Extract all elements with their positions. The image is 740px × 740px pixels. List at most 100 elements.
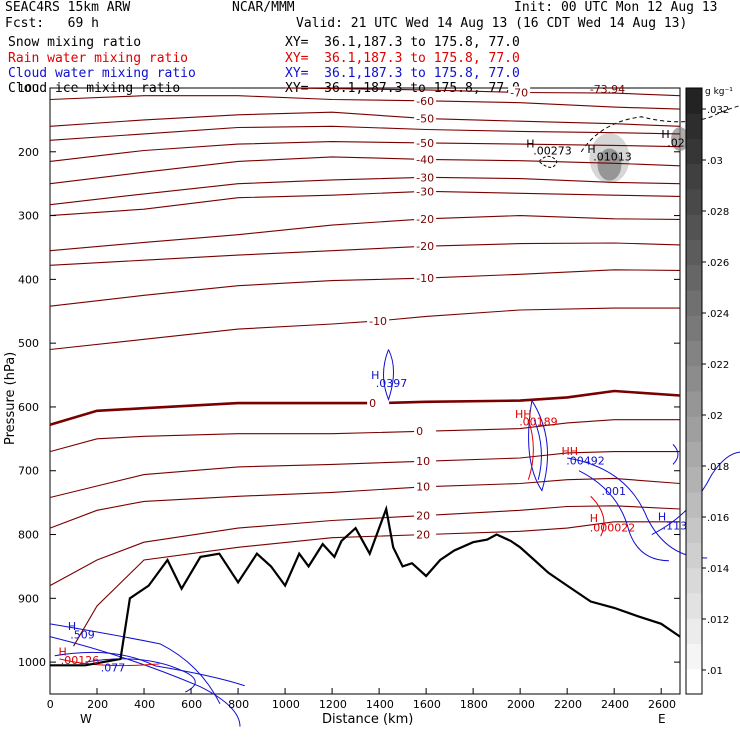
temperature-contour bbox=[49, 389, 681, 427]
x-tick-label: 200 bbox=[87, 698, 108, 711]
contour-label: -70 bbox=[510, 86, 528, 99]
ice-shade-east bbox=[671, 127, 689, 152]
field-annotation: .01013 bbox=[593, 151, 632, 164]
y-tick-label: 1000 bbox=[18, 656, 46, 669]
colorbar-tick-label: .032 bbox=[707, 105, 729, 116]
field-xy-cloud-water: XY= 36.1,187.3 to 175.8, 77.0 bbox=[285, 66, 520, 81]
colorbar-tick-label: .026 bbox=[707, 258, 729, 269]
field-xy-rain: XY= 36.1,187.3 to 175.8, 77.0 bbox=[285, 51, 520, 66]
contour-label-bg bbox=[414, 528, 437, 541]
colorbar-cell bbox=[686, 264, 702, 291]
contour-label-bg bbox=[367, 314, 390, 327]
colorbar-tick-label: .018 bbox=[707, 462, 729, 473]
source-label: NCAR/MMM bbox=[232, 0, 295, 15]
colorbar-cell bbox=[686, 542, 702, 569]
forecast-hour: Fcst: 69 h bbox=[5, 16, 99, 31]
x-tick-label: 1800 bbox=[460, 698, 488, 711]
field-annotation: .00492 bbox=[566, 454, 605, 467]
cloud-water-contour bbox=[672, 444, 679, 465]
temperature-contour bbox=[73, 521, 680, 647]
colorbar-tick-label: .016 bbox=[707, 513, 729, 524]
y-axis-label: Pressure (hPa) bbox=[3, 352, 18, 445]
field-annotation: .000022 bbox=[590, 521, 636, 534]
contour-label-bg bbox=[414, 185, 437, 198]
y-tick-label: 500 bbox=[18, 337, 39, 350]
contour-label-bg bbox=[414, 94, 437, 107]
colorbar-tick-label: .01 bbox=[707, 666, 723, 677]
cloud-water-contour bbox=[528, 400, 549, 492]
field-annotation: H bbox=[68, 620, 76, 633]
colorbar-cell bbox=[686, 593, 702, 619]
rain-water-contour bbox=[527, 419, 534, 480]
colorbar-cell bbox=[686, 189, 702, 215]
field-annotation: H bbox=[526, 137, 534, 150]
contour-label: -20 bbox=[416, 240, 434, 253]
colorbar-cell bbox=[686, 441, 702, 468]
colorbar-cell bbox=[686, 290, 702, 316]
colorbar-units: g kg⁻¹ bbox=[705, 87, 733, 97]
valid-time: Valid: 21 UTC Wed 14 Aug 13 (16 CDT Wed … bbox=[296, 16, 688, 31]
colorbar-frame bbox=[685, 87, 703, 695]
contour-label-bg bbox=[414, 153, 437, 166]
temperature-contour bbox=[49, 477, 681, 529]
ice-contour bbox=[580, 105, 740, 153]
field-annotation: .02 bbox=[667, 137, 685, 150]
temperature-contour bbox=[49, 269, 681, 307]
colorbar-cell bbox=[686, 88, 702, 114]
y-tick-label: 600 bbox=[18, 401, 39, 414]
contour-label: -50 bbox=[416, 137, 434, 150]
field-annotation: .509 bbox=[70, 629, 95, 642]
colorbar-tick-label: .03 bbox=[707, 156, 723, 167]
rain-water-contour bbox=[590, 495, 605, 537]
contour-label-bg bbox=[414, 136, 437, 149]
cloud-water-contour bbox=[578, 470, 669, 562]
cloud-water-contour bbox=[54, 651, 245, 687]
temperature-contour bbox=[49, 505, 681, 587]
cloud-water-contour bbox=[49, 636, 241, 727]
cloud-water-contour bbox=[567, 457, 708, 559]
field-annotation: .00189 bbox=[519, 415, 558, 428]
colorbar-tick-label: .022 bbox=[707, 360, 729, 371]
x-tick-label: 2400 bbox=[601, 698, 629, 711]
contour-label: -40 bbox=[416, 153, 434, 166]
contour-label-bg bbox=[414, 272, 437, 285]
temperature-contour bbox=[49, 215, 681, 252]
contour-label: 0 bbox=[369, 397, 376, 410]
contour-label: 10 bbox=[416, 481, 430, 494]
field-xy-snow: XY= 36.1,187.3 to 175.8, 77.0 bbox=[285, 35, 520, 50]
rain-water-contour bbox=[59, 658, 160, 667]
y-tick-label: 900 bbox=[18, 592, 39, 605]
x-axis-label: Distance (km) bbox=[322, 712, 413, 727]
contour-label: 20 bbox=[416, 529, 430, 542]
model-title: SEAC4RS 15km ARW bbox=[5, 0, 131, 15]
field-annotation: H bbox=[371, 369, 379, 382]
field-label-cloud-water: Cloud water mixing ratio bbox=[8, 66, 196, 81]
x-tick-label: 800 bbox=[228, 698, 249, 711]
contour-label: 20 bbox=[416, 509, 430, 522]
x-tick-label: 1600 bbox=[413, 698, 441, 711]
cloud-water-contour bbox=[533, 419, 542, 480]
cloud-water-contour bbox=[49, 623, 221, 705]
colorbar-cell bbox=[686, 113, 702, 139]
colorbar-tick-label: .014 bbox=[707, 564, 729, 575]
temperature-contour bbox=[49, 176, 681, 206]
temperature-contour bbox=[49, 125, 681, 141]
x-tick-label: 600 bbox=[181, 698, 202, 711]
contour-label: -30 bbox=[416, 171, 434, 184]
colorbar-cell bbox=[686, 315, 702, 341]
contour-label-bg bbox=[367, 397, 390, 410]
field-annotation: H bbox=[590, 512, 598, 525]
colorbar-cell bbox=[686, 517, 702, 543]
contour-label: 10 bbox=[416, 455, 430, 468]
temperature-contour bbox=[49, 95, 681, 110]
colorbar-cell bbox=[686, 239, 702, 266]
field-label-snow: Snow mixing ratio bbox=[8, 35, 142, 50]
temperature-contour bbox=[49, 111, 681, 127]
plot-frame bbox=[49, 87, 681, 695]
cloud-water-contour bbox=[651, 451, 740, 535]
y-tick-label: 800 bbox=[18, 529, 39, 542]
colorbar-cell bbox=[686, 618, 702, 644]
colorbar-cell bbox=[686, 138, 702, 165]
contour-label: -50 bbox=[416, 113, 434, 126]
colorbar-cell bbox=[686, 567, 702, 594]
